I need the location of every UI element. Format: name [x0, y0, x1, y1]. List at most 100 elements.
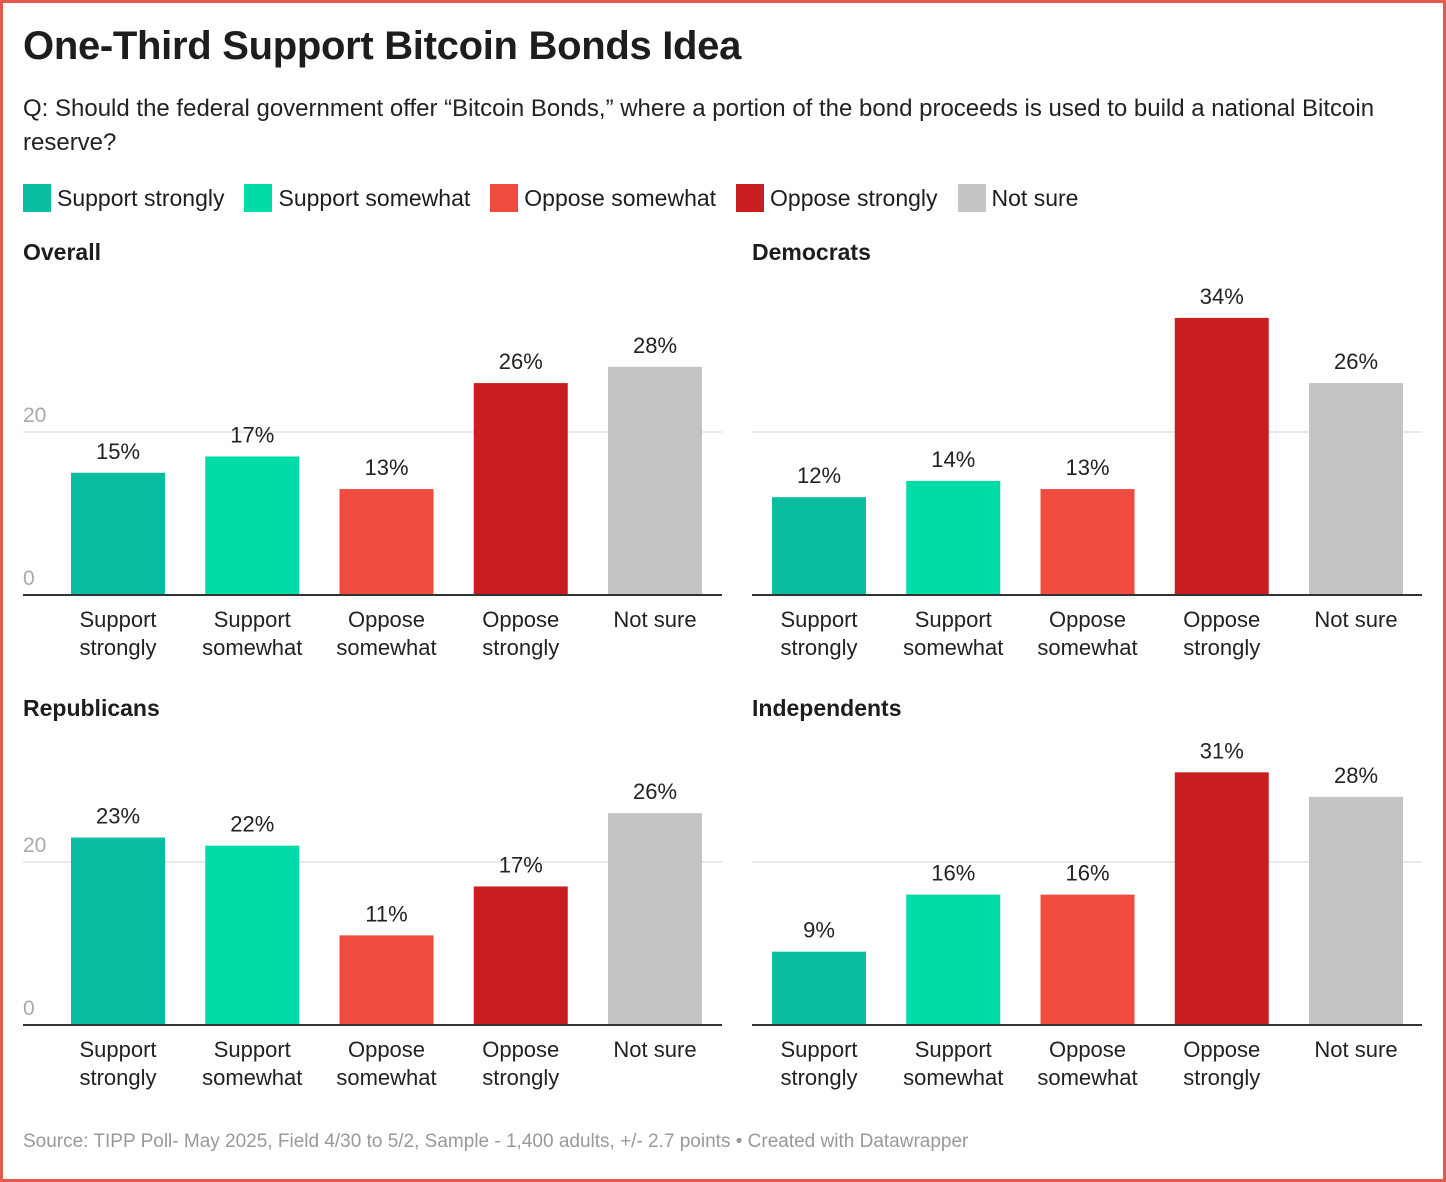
legend-swatch	[957, 184, 986, 212]
category-label: somewhat	[336, 635, 436, 660]
value-label: 28%	[633, 333, 677, 358]
value-label: 17%	[230, 422, 274, 447]
category-label: Support	[79, 607, 156, 632]
source-footer: Source: TIPP Poll- May 2025, Field 4/30 …	[23, 1131, 969, 1152]
category-label: strongly	[79, 635, 156, 660]
y-tick-label: 20	[23, 834, 46, 857]
value-label: 16%	[1065, 861, 1109, 886]
bar	[1174, 317, 1269, 595]
value-label: 23%	[96, 804, 140, 829]
bar	[473, 383, 568, 595]
legend-swatch	[736, 184, 765, 212]
value-label: 22%	[230, 812, 274, 837]
bar	[608, 813, 702, 1025]
value-label: 26%	[633, 779, 677, 804]
legend-swatch	[490, 184, 519, 212]
category-label: Oppose	[348, 607, 425, 632]
category-label: somewhat	[903, 1065, 1003, 1090]
value-label: 31%	[1200, 738, 1244, 763]
panel-title: Republicans	[23, 695, 160, 721]
legend-label: Oppose strongly	[770, 184, 938, 211]
category-label: strongly	[780, 635, 857, 660]
bar	[1040, 894, 1135, 1025]
value-label: 34%	[1200, 284, 1244, 309]
legend-swatch	[244, 184, 273, 212]
bar	[1174, 772, 1269, 1025]
category-label: Oppose	[1183, 607, 1260, 632]
category-label: Support	[915, 607, 992, 632]
category-label: Oppose	[1049, 1037, 1126, 1062]
bar	[205, 845, 300, 1025]
value-label: 11%	[365, 901, 407, 926]
category-label: Oppose	[1049, 607, 1126, 632]
category-label: Support	[214, 1037, 291, 1062]
panel-title: Overall	[23, 239, 101, 265]
value-label: 26%	[499, 349, 543, 374]
bar	[772, 951, 866, 1025]
legend-item: Support somewhat	[244, 184, 470, 212]
bar	[906, 480, 1001, 595]
category-label: strongly	[1183, 635, 1260, 660]
value-label: 17%	[499, 852, 543, 877]
y-tick-label: 0	[23, 567, 35, 590]
bar	[205, 456, 300, 595]
bar	[339, 935, 434, 1025]
legend-label: Support strongly	[57, 184, 225, 211]
bar	[608, 366, 702, 595]
bar	[1309, 796, 1403, 1025]
legend-label: Oppose somewhat	[524, 184, 717, 211]
category-label: somewhat	[336, 1065, 436, 1090]
category-label: somewhat	[202, 1065, 302, 1090]
legend-swatch	[23, 184, 51, 212]
panel-title: Democrats	[752, 239, 871, 265]
value-label: 13%	[1065, 455, 1109, 480]
legend: Support strongly Support somewhat Oppose…	[23, 184, 1078, 212]
category-label: Not sure	[613, 1037, 696, 1062]
category-label: Support	[780, 1037, 857, 1062]
value-label: 28%	[1334, 763, 1378, 788]
category-label: strongly	[780, 1065, 857, 1090]
category-label: somewhat	[1037, 635, 1137, 660]
category-label: Oppose	[348, 1037, 425, 1062]
bar	[772, 497, 866, 595]
category-label: Not sure	[1314, 1037, 1397, 1062]
value-label: 13%	[364, 455, 408, 480]
category-label: Oppose	[1183, 1037, 1260, 1062]
legend-item: Not sure	[957, 184, 1078, 212]
bar	[906, 894, 1001, 1025]
category-label: Oppose	[482, 1037, 559, 1062]
value-label: 9%	[803, 918, 835, 943]
category-label: strongly	[79, 1065, 156, 1090]
category-label: strongly	[482, 1065, 559, 1090]
bar	[473, 886, 568, 1025]
legend-label: Support somewhat	[278, 184, 471, 211]
category-label: somewhat	[202, 635, 302, 660]
legend-item: Oppose strongly	[736, 184, 938, 212]
bar	[1309, 383, 1403, 595]
category-label: Oppose	[482, 607, 559, 632]
value-label: 12%	[797, 463, 841, 488]
category-label: Support	[214, 607, 291, 632]
category-label: Not sure	[613, 607, 696, 632]
bar	[71, 472, 165, 595]
y-tick-label: 20	[23, 404, 46, 427]
category-label: somewhat	[1037, 1065, 1137, 1090]
category-label: Support	[79, 1037, 156, 1062]
category-label: Support	[780, 607, 857, 632]
bar	[339, 489, 434, 595]
bar	[1040, 489, 1135, 595]
chart-title: One-Third Support Bitcoin Bonds Idea	[23, 24, 742, 68]
category-label: strongly	[482, 635, 559, 660]
category-label: strongly	[1183, 1065, 1260, 1090]
legend-item: Support strongly	[23, 184, 224, 212]
chart-subtitle: Q: Should the federal government offer “…	[23, 95, 1375, 156]
value-label: 16%	[931, 861, 975, 886]
category-label: Support	[915, 1037, 992, 1062]
legend-item: Oppose somewhat	[490, 184, 716, 212]
category-label: somewhat	[903, 635, 1003, 660]
value-label: 26%	[1334, 349, 1378, 374]
value-label: 15%	[96, 439, 140, 464]
value-label: 14%	[931, 447, 975, 472]
